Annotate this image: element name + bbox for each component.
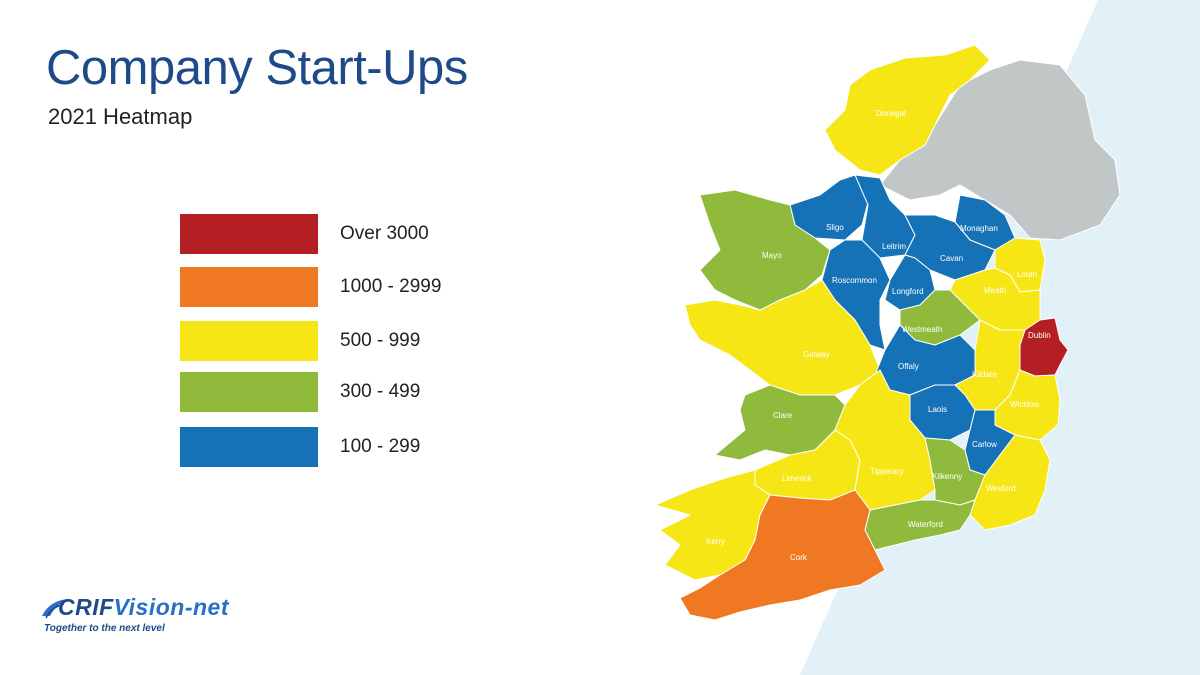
county-label-kildare: Kildare [972, 370, 997, 379]
legend-swatch [180, 267, 318, 307]
page-subtitle: 2021 Heatmap [48, 104, 193, 129]
crif-vision-net-logo: CRIFVision-net Together to the next leve… [40, 594, 280, 644]
county-label-kerry: Kerry [706, 537, 725, 546]
legend-item-300-499: 300 - 499 [180, 372, 500, 414]
legend-swatch [180, 372, 318, 412]
county-label-longford: Longford [892, 287, 924, 296]
county-donegal [824, 44, 991, 176]
county-label-clare: Clare [773, 411, 793, 420]
county-label-tipperary: Tipperary [870, 467, 904, 476]
county-label-waterford: Waterford [908, 520, 943, 529]
county-label-sligo: Sligo [826, 223, 844, 232]
county-label-wicklow: Wicklow [1010, 400, 1040, 409]
county-label-cavan: Cavan [940, 254, 963, 263]
legend-item-100-299: 100 - 299 [180, 427, 500, 469]
county-label-meath: Meath [984, 286, 1006, 295]
legend-label: 300 - 499 [340, 381, 421, 402]
northern-ireland-region [879, 59, 1121, 241]
logo-swoosh-icon [42, 599, 68, 619]
county-label-donegal: Donegal [876, 109, 906, 118]
county-galway [684, 279, 881, 396]
county-label-kilkenny: Kilkenny [932, 472, 962, 481]
logo-brand-prefix: CRIF [58, 594, 114, 620]
county-wexford [969, 434, 1051, 531]
legend-swatch [180, 214, 318, 254]
county-label-roscommon: Roscommon [832, 276, 877, 285]
legend-label: 1000 - 2999 [340, 276, 442, 297]
county-label-leitrim: Leitrim [882, 242, 906, 251]
county-label-monaghan: Monaghan [960, 224, 998, 233]
county-label-dublin: Dublin [1028, 331, 1051, 340]
logo-brand-suffix: Vision-net [113, 594, 229, 620]
county-waterford [864, 499, 976, 551]
legend-item-1000-2999: 1000 - 2999 [180, 267, 500, 309]
county-label-offaly: Offaly [898, 362, 919, 371]
logo-brand-text: CRIFVision-net [58, 594, 229, 621]
county-label-westmeath: Westmeath [902, 325, 942, 334]
logo-tagline: Together to the next level [44, 623, 165, 634]
county-cork [679, 489, 886, 621]
legend-label: Over 3000 [340, 223, 429, 244]
legend-label: 100 - 299 [340, 436, 421, 457]
legend-item-over-3000: Over 3000 [180, 214, 500, 256]
county-label-carlow: Carlow [972, 440, 997, 449]
county-label-cork: Cork [790, 553, 808, 562]
county-label-louth: Louth [1017, 270, 1037, 279]
page-title: Company Start-Ups [46, 41, 468, 95]
legend-item-500-999: 500 - 999 [180, 321, 500, 363]
county-label-galway: Galway [803, 350, 830, 359]
legend-swatch [180, 321, 318, 361]
ireland-map: Donegal Sligo Leitrim Monaghan Cavan May… [654, 44, 1121, 621]
legend-label: 500 - 999 [340, 330, 421, 351]
county-label-laois: Laois [928, 405, 947, 414]
county-label-mayo: Mayo [762, 251, 782, 260]
county-label-limerick: Limerick [782, 474, 813, 483]
legend-swatch [180, 427, 318, 467]
county-label-wexford: Wexford [986, 484, 1016, 493]
